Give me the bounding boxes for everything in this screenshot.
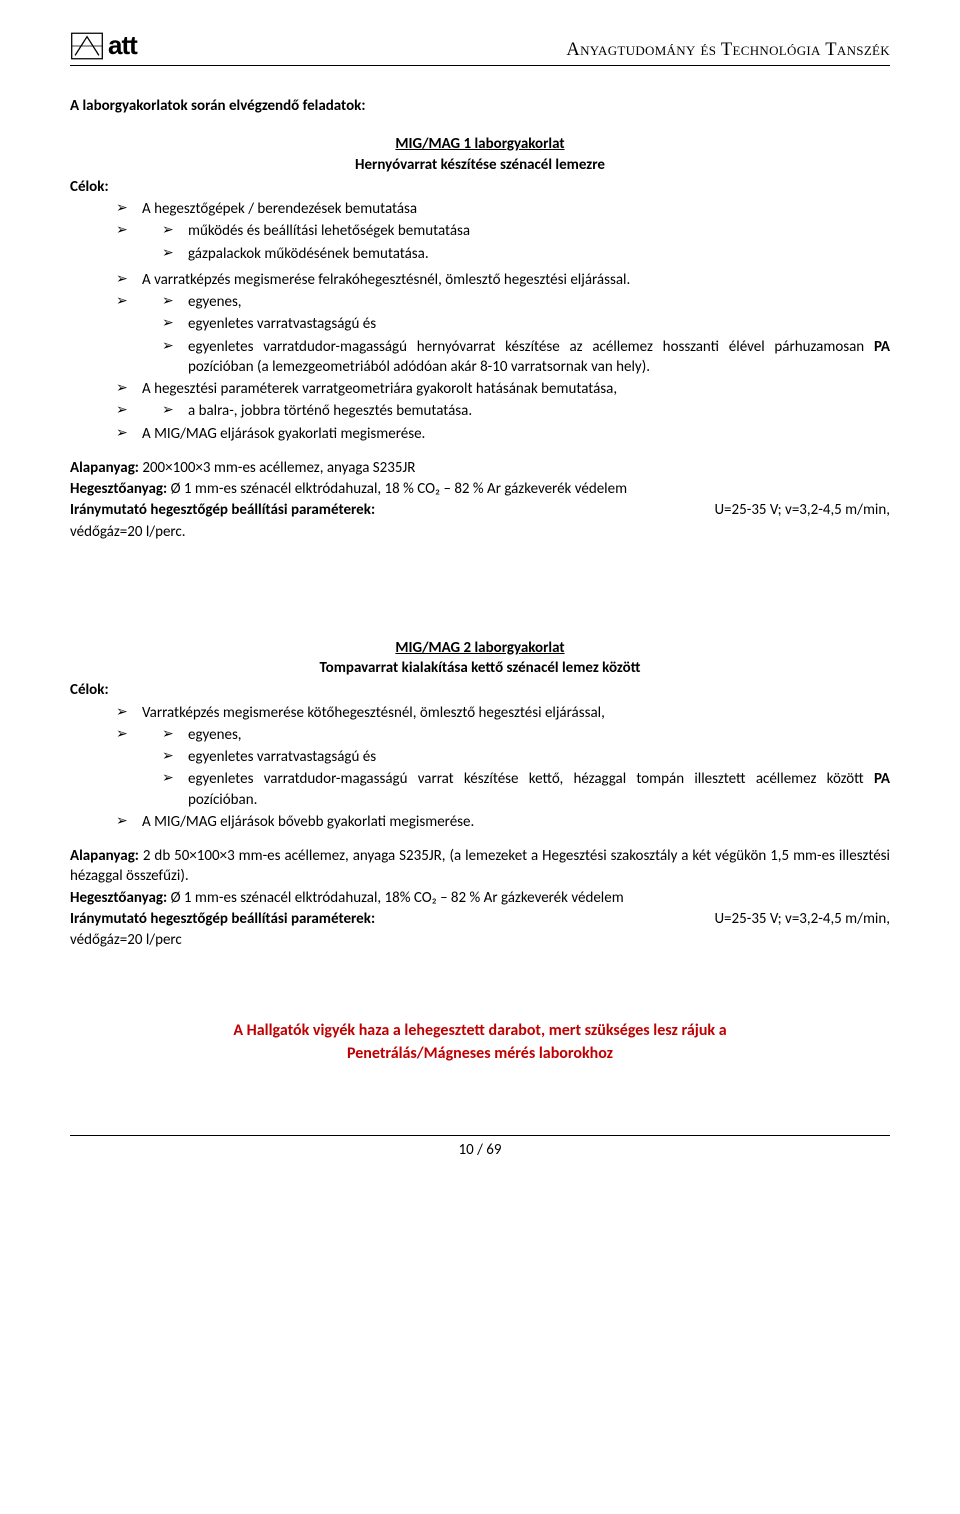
heg-label: Hegesztőanyag: (70, 480, 167, 498)
lab2-list: Varratképzés megismerése kötőhegesztésné… (70, 703, 890, 810)
list-item: A hegesztési paraméterek varratgeometriá… (116, 379, 890, 399)
params-label: Iránymutató hegesztőgép beállítási param… (70, 910, 375, 928)
list-item: egyenletes varratvastagságú és (162, 314, 890, 334)
lab1-list: A varratképzés megismerése felrakóhegesz… (70, 270, 890, 377)
list-item: egyenletes varratdudor-magasságú hernyóv… (162, 337, 890, 378)
lab2-params-block: Alapanyag: 2 db 50×100×3 mm-es acéllemez… (70, 846, 890, 950)
list-item: A varratképzés megismerése felrakóhegesz… (116, 270, 890, 290)
page-footer: 10 / 69 (70, 1135, 890, 1160)
dept-title: Anyagtudomány és Technológia Tanszék (566, 38, 890, 63)
list-item: Varratképzés megismerése kötőhegesztésné… (116, 703, 890, 723)
red-note-line1: A Hallgatók vigyék haza a lehegesztett d… (70, 1020, 890, 1042)
logo-block: att (70, 28, 137, 63)
lab2-celok-label: Célok: (70, 680, 890, 700)
list-item: egyenes, (162, 725, 890, 745)
lab1-subtitle: Hernyóvarrat készítése szénacél lemezre (70, 155, 890, 175)
list-item: A hegesztőgépek / berendezések bemutatás… (116, 199, 890, 219)
params-vals: U=25-35 V; v=3,2-4,5 m/min, (714, 500, 890, 520)
gas-line: védőgáz=20 l/perc (70, 930, 890, 950)
lab1-title: MIG/MAG 1 laborgyakorlat (70, 134, 890, 154)
params-label: Iránymutató hegesztőgép beállítási param… (70, 501, 375, 519)
heg-label: Hegesztőanyag: (70, 889, 167, 907)
list-item: egyenes, (162, 292, 890, 312)
red-warning-note: A Hallgatók vigyék haza a lehegesztett d… (70, 1020, 890, 1065)
red-note-line2: Penetrálás/Mágneses mérés laborokhoz (70, 1043, 890, 1065)
list-item: gázpalackok működésének bemutatása. (162, 244, 890, 264)
alap-label: Alapanyag: (70, 847, 139, 865)
lab1-params-block: Alapanyag: 200×100×3 mm-es acéllemez, an… (70, 458, 890, 542)
params-vals: U=25-35 V; v=3,2-4,5 m/min, (714, 909, 890, 929)
lab2-subtitle: Tompavarrat kialakítása kettő szénacél l… (70, 658, 890, 678)
alap-label: Alapanyag: (70, 459, 139, 477)
heg-text: Ø 1 mm-es szénacél elktródahuzal, 18% CO… (167, 889, 624, 907)
lab1-list: A hegesztési paraméterek varratgeometriá… (70, 379, 890, 422)
lab2-title: MIG/MAG 2 laborgyakorlat (70, 638, 890, 658)
page-header: att Anyagtudomány és Technológia Tanszék (70, 28, 890, 66)
lab2-list: A MIG/MAG eljárások bővebb gyakorlati me… (70, 812, 890, 832)
logo-text: att (108, 28, 137, 63)
att-logo-icon (70, 31, 104, 61)
list-item: a balra-, jobbra történő hegesztés bemut… (162, 401, 890, 421)
lab1-celok-label: Célok: (70, 177, 890, 197)
lab1-list: A hegesztőgépek / berendezések bemutatás… (70, 199, 890, 264)
list-item: egyenletes varratdudor-magasságú varrat … (162, 769, 890, 810)
page-number: 10 / 69 (459, 1141, 502, 1159)
list-item: A MIG/MAG eljárások bővebb gyakorlati me… (116, 812, 890, 832)
tasks-heading: A laborgyakorlatok során elvégzendő fela… (70, 96, 890, 116)
alap-text: 200×100×3 mm-es acéllemez, anyaga S235JR (139, 459, 415, 477)
list-item: A MIG/MAG eljárások gyakorlati megismeré… (116, 424, 890, 444)
alap-text: 2 db 50×100×3 mm-es acéllemez, anyaga S2… (70, 847, 890, 885)
list-item: működés és beállítási lehetőségek bemuta… (162, 221, 890, 241)
gas-line: védőgáz=20 l/perc. (70, 522, 890, 542)
lab1-list: A MIG/MAG eljárások gyakorlati megismeré… (70, 424, 890, 444)
list-item: egyenletes varratvastagságú és (162, 747, 890, 767)
heg-text: Ø 1 mm-es szénacél elktródahuzal, 18 % C… (167, 480, 627, 498)
